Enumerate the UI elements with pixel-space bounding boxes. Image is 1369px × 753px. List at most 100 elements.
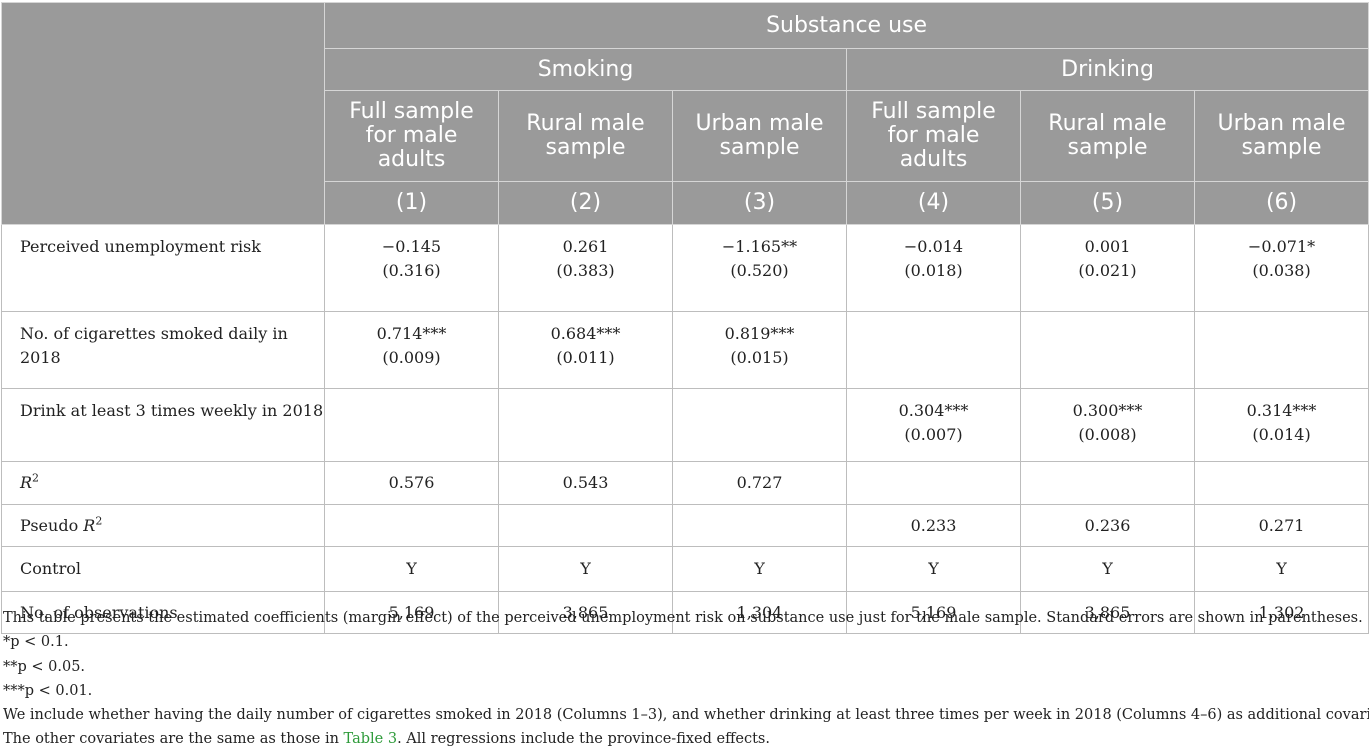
table-cell: 0.314*** (0.014) — [1193, 388, 1369, 462]
header-column-number: (4) — [846, 181, 1021, 225]
footnote-significance: ***p < 0.01. — [3, 682, 93, 699]
table-cell: −0.014 (0.018) — [846, 224, 1021, 312]
r-variable: R — [83, 515, 96, 535]
coefficient: 0.300*** — [1072, 401, 1143, 420]
table-cell: Y — [498, 546, 673, 592]
table-row: Control Y Y Y Y Y Y — [1, 546, 1369, 592]
table-3-link[interactable]: Table 3 — [343, 731, 398, 748]
table-cell: 0.727 — [672, 461, 847, 505]
r-variable: R — [20, 473, 33, 492]
header-line: Urban male — [695, 111, 824, 136]
header-column-label: Rural male sample — [498, 90, 673, 182]
table-cell: 0.300*** (0.008) — [1020, 388, 1195, 462]
table-cell — [672, 504, 847, 547]
table-row: No. of cigarettes smoked daily in 2018 0.… — [1, 311, 1369, 389]
header-column-label: Full sample for male adults — [324, 90, 499, 182]
header-line: for male — [365, 123, 458, 148]
standard-error: (0.015) — [730, 348, 789, 367]
table-cell: 0.684*** (0.011) — [498, 311, 673, 389]
header-column-label: Urban male sample — [672, 90, 847, 182]
row-label: No. of observations — [1, 591, 325, 634]
table-cell: Y — [1020, 546, 1195, 592]
header-column-number: (3) — [672, 181, 847, 225]
table-row: Perceived unemployment risk −0.145 (0.316… — [1, 224, 1369, 312]
footnote-significance: *p < 0.1. — [3, 634, 69, 651]
standard-error: (0.018) — [904, 261, 963, 280]
table-row: Drink at least 3 times weekly in 2018 0.… — [1, 388, 1369, 462]
coefficient: 0.684*** — [550, 324, 621, 343]
row-label: Pseudo R2 — [1, 504, 325, 547]
footnote-other-covariates: The other covariates are the same as tho… — [3, 727, 1369, 751]
table-cell: Y — [324, 546, 499, 592]
table-cell: 0.236 — [1020, 504, 1195, 547]
table-row: R2 0.576 0.543 0.727 — [1, 461, 1369, 505]
coefficient: 0.314*** — [1246, 401, 1317, 420]
header-column-label: Full sample for male adults — [846, 90, 1021, 182]
table-footnotes: This table presents the estimated coeffi… — [3, 606, 1369, 752]
coefficient: −1.165** — [721, 237, 798, 256]
header-line: Urban male — [1217, 111, 1346, 136]
row-label: No. of cigarettes smoked daily in 2018 — [1, 311, 325, 389]
table-cell — [846, 311, 1021, 389]
row-label: Perceived unemployment risk — [1, 224, 325, 312]
table-cell: −0.071* (0.038) — [1193, 224, 1369, 312]
coefficient: −0.071* — [1247, 237, 1316, 256]
table-cell: 0.543 — [498, 461, 673, 505]
header-column-number: (5) — [1020, 181, 1195, 225]
coefficient: 0.304*** — [898, 401, 969, 420]
table-cell: 5,169 — [324, 591, 499, 634]
table-row: Pseudo R2 0.233 0.236 0.271 — [1, 504, 1369, 547]
superscript: 2 — [95, 514, 103, 528]
header-line: sample — [1241, 135, 1322, 160]
coefficient: 0.261 — [562, 237, 609, 256]
header-line: sample — [719, 135, 800, 160]
row-label-prefix: Pseudo — [20, 515, 84, 535]
header-corner — [1, 2, 325, 225]
header-line: Full sample — [349, 99, 474, 124]
table-cell: 0.233 — [846, 504, 1021, 547]
table-cell — [1193, 311, 1369, 389]
row-label-line: No. of cigarettes smoked daily in — [20, 324, 288, 343]
standard-error: (0.316) — [382, 261, 441, 280]
header-column-label: Urban male sample — [1193, 90, 1369, 182]
table-cell: 0.714*** (0.009) — [324, 311, 499, 389]
header-group-drinking: Drinking — [845, 48, 1369, 91]
table-header: Substance use Smoking Drinking Full samp… — [1, 2, 1369, 225]
standard-error: (0.014) — [1252, 425, 1311, 444]
table-cell: −0.145 (0.316) — [324, 224, 499, 312]
table-cell — [324, 388, 499, 462]
standard-error: (0.007) — [904, 425, 963, 444]
regression-table: Substance use Smoking Drinking Full samp… — [1, 2, 1369, 634]
table-cell — [1020, 461, 1195, 505]
coefficient: 0.714*** — [376, 324, 447, 343]
row-label-line: 2018 — [20, 348, 61, 367]
header-line: adults — [899, 147, 968, 172]
standard-error: (0.008) — [1078, 425, 1137, 444]
table-cell — [672, 388, 847, 462]
table-cell — [498, 388, 673, 462]
standard-error: (0.038) — [1252, 261, 1311, 280]
header-line: adults — [377, 147, 446, 172]
standard-error: (0.021) — [1078, 261, 1137, 280]
table-row: No. of observations 5,169 3,865 1,304 5,… — [1, 591, 1369, 634]
header-line: Rural male — [526, 111, 645, 136]
footnote-significance: **p < 0.05. — [3, 658, 86, 675]
header-column-label: Rural male sample — [1020, 90, 1195, 182]
table-cell: 0.819*** (0.015) — [672, 311, 847, 389]
table-cell: 1,302 — [1193, 591, 1369, 634]
table-cell: 1,304 — [672, 591, 847, 634]
standard-error: (0.383) — [556, 261, 615, 280]
row-label: Drink at least 3 times weekly in 2018 — [1, 388, 325, 462]
table-cell: 0.576 — [324, 461, 499, 505]
table-cell: 0.271 — [1193, 504, 1369, 547]
header-substance-use: Substance use — [323, 2, 1369, 49]
header-line: sample — [1067, 135, 1148, 160]
table-cell: Y — [846, 546, 1021, 592]
header-column-number: (6) — [1193, 181, 1369, 225]
standard-error: (0.009) — [382, 348, 441, 367]
superscript: 2 — [32, 471, 40, 485]
table-cell: 0.001 (0.021) — [1020, 224, 1195, 312]
row-label: R2 — [1, 461, 325, 505]
table-cell: −1.165** (0.520) — [672, 224, 847, 312]
coefficient: 0.819*** — [724, 324, 795, 343]
